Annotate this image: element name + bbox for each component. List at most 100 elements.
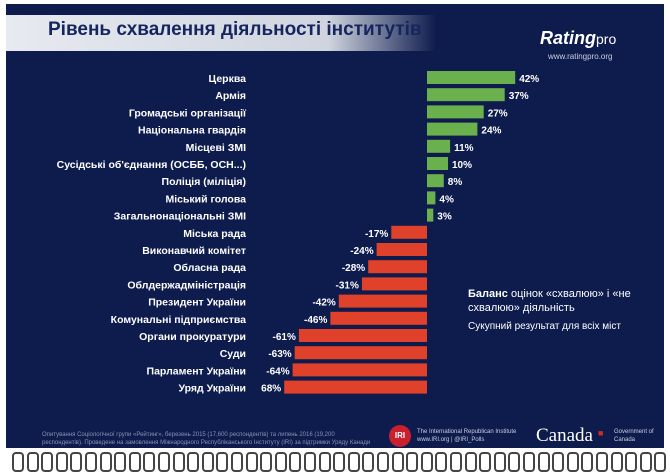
binding-ring: [435, 452, 448, 472]
binding-ring: [391, 452, 404, 472]
binding-ring: [318, 452, 331, 472]
category-label: Парламент України: [147, 365, 246, 377]
binding-ring: [420, 452, 433, 472]
binding-ring: [26, 452, 39, 472]
bar: [368, 260, 427, 274]
logo-mark: Ratingpro: [540, 28, 616, 49]
category-label: Місцеві ЗМІ: [186, 142, 246, 154]
value-label: -63%: [268, 349, 291, 360]
category-label: Облдержадміністрація: [127, 279, 246, 291]
bar: [427, 174, 444, 188]
category-label: Міська рада: [183, 228, 246, 240]
binding-ring: [537, 452, 550, 472]
canada-subtitle: Government of Canada: [614, 429, 654, 443]
iri-logo: IRI The International Republican Institu…: [389, 425, 529, 447]
binding-ring: [479, 452, 492, 472]
bar: [427, 157, 448, 170]
note-balance: Баланс оцінок «схвалюю» і «не схвалюю» д…: [468, 287, 648, 315]
bar: [294, 346, 427, 360]
binding-ring: [260, 452, 273, 472]
value-label: 10%: [452, 160, 472, 171]
value-label: 24%: [481, 126, 501, 137]
binding-ring: [231, 452, 243, 472]
category-label: Сусідські об'єднання (ОСББ, ОСН...): [57, 159, 246, 171]
category-label: Поліція (міліція): [162, 176, 246, 188]
value-label: 42%: [519, 74, 539, 85]
value-label: 11%: [454, 143, 474, 154]
binding-ring: [187, 452, 200, 472]
category-label: Органи прокуратури: [139, 331, 246, 343]
bar: [427, 71, 516, 84]
value-label: -46%: [304, 315, 327, 326]
value-label: -64%: [266, 366, 289, 377]
category-label: Обласна рада: [173, 262, 246, 274]
binding-ring: [274, 452, 287, 472]
bar: [284, 380, 427, 394]
binding-ring: [99, 452, 112, 472]
logo-brand: Rating: [540, 28, 596, 48]
category-label: Громадські організації: [129, 107, 247, 119]
binding-ring: [450, 452, 462, 472]
binding-ring: [464, 452, 477, 472]
category-label: Комунальні підприємства: [111, 314, 246, 326]
chart-title: Рівень схвалення діяльності інститутів: [48, 19, 422, 40]
category-label: Міський голова: [165, 193, 246, 205]
value-label: -31%: [336, 280, 359, 291]
binding-ring: [201, 452, 214, 472]
footer-source: Опитування Соціологічної групи «Рейтинг»…: [42, 432, 371, 446]
bar: [330, 311, 427, 325]
bar: [298, 329, 427, 342]
binding-ring: [245, 452, 258, 472]
bar: [427, 208, 434, 222]
binding-ring: [654, 452, 667, 472]
bar: [427, 139, 451, 153]
category-label: Армія: [215, 90, 246, 102]
binding-ring: [566, 452, 579, 472]
canada-wordmark: Canada: [536, 425, 593, 446]
title-bar: Рівень схвалення діяльності інститутів: [6, 15, 436, 51]
value-label: -17%: [365, 229, 388, 240]
binding-ring: [41, 452, 54, 472]
bar: [292, 363, 427, 377]
canada-logo: Canada ■ Government of Canada: [536, 425, 656, 448]
note-balance-bold: Баланс: [468, 288, 508, 300]
bar: [361, 277, 427, 291]
binding-ring: [581, 452, 594, 472]
category-label: Церква: [209, 73, 247, 85]
binding-ring: [333, 452, 346, 472]
iri-text: The International Republican Institute w…: [417, 429, 517, 443]
binding-ring: [216, 452, 229, 472]
logo-url: www.ratingpro.org: [548, 52, 613, 61]
binding-ring: [596, 452, 608, 472]
binding-ring: [347, 452, 360, 472]
binding-ring: [70, 452, 83, 472]
bar: [391, 225, 427, 239]
note-total: Сукупний результат для всіх міст: [468, 321, 621, 332]
chart-note: Баланс оцінок «схвалюю» і «не схвалюю» д…: [468, 287, 648, 332]
binding-ring: [493, 452, 506, 472]
value-label: 4%: [439, 194, 454, 205]
binding-ring: [172, 452, 185, 472]
bar-chart: Церква 42% Армія 37% Громадські організації 2…: [57, 71, 539, 395]
value-label: 8%: [448, 177, 463, 188]
binding-ring: [625, 452, 638, 472]
spiral-binding: [0, 452, 670, 474]
slide: Рівень схвалення діяльності інститутів R…: [6, 4, 664, 448]
logo-suffix: pro: [596, 31, 617, 47]
category-label: Президент України: [148, 297, 246, 309]
binding-ring: [377, 452, 389, 472]
value-label: -42%: [312, 298, 335, 309]
bar: [427, 88, 505, 102]
binding-ring: [128, 452, 141, 472]
binding-ring: [362, 452, 375, 472]
binding-ring: [552, 452, 565, 472]
value-label: 3%: [437, 212, 452, 223]
bar: [427, 122, 478, 136]
binding-ring: [114, 452, 127, 472]
category-label: Суди: [220, 348, 246, 360]
value-label: -24%: [350, 246, 373, 257]
category-label: Національна гвардія: [138, 125, 246, 137]
value-label: -61%: [273, 332, 296, 343]
iri-mark: IRI: [389, 425, 411, 447]
binding-ring: [143, 452, 156, 472]
